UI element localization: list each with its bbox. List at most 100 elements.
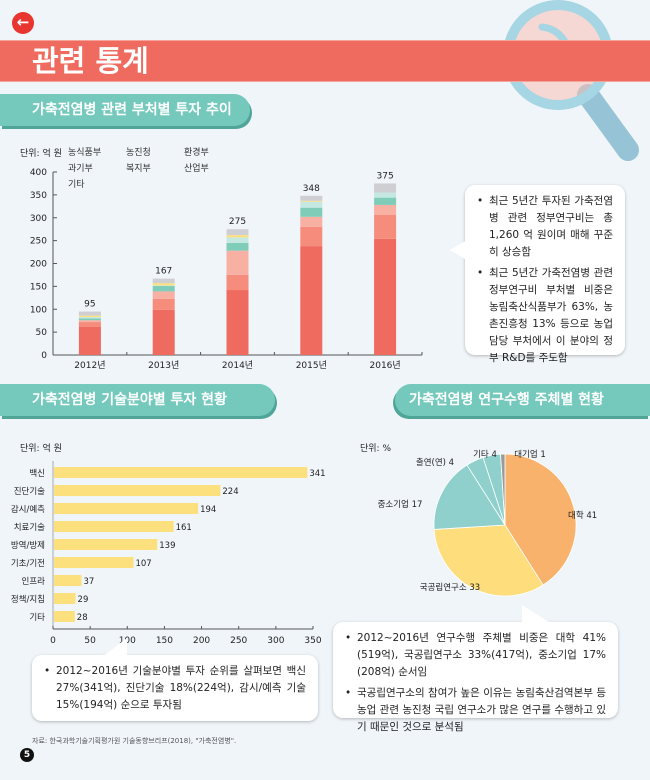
unit-label: 단위: % <box>360 444 392 454</box>
bar-segment-환경부 <box>78 320 101 323</box>
bar <box>54 485 221 496</box>
bar <box>54 539 158 550</box>
page-number: 5 <box>20 748 34 762</box>
x-tick-label: 2014년 <box>222 360 253 371</box>
value-label: 107 <box>135 559 151 569</box>
bar-segment-산업부 <box>226 235 249 238</box>
x-tick-label: 50 <box>84 636 96 645</box>
unit-label: 단위: 억 원 <box>20 444 62 454</box>
callout-pointer <box>450 240 467 260</box>
x-tick-label: 2016년 <box>370 360 401 371</box>
arrow-left-icon: ← <box>16 13 30 31</box>
bar-segment-산업부 <box>300 200 323 202</box>
value-label: 194 <box>200 505 216 515</box>
bar-segment-과기부 <box>374 197 397 205</box>
horizontal-bar-chart: 0 50 100 150 200 250 300 350 341 백신 224 진단기술 194 감시/예… <box>11 461 326 645</box>
x-tick-label: 0 <box>50 636 56 645</box>
bar-segment-기타 <box>374 183 397 193</box>
category-label: 정책/지침 <box>11 594 45 605</box>
bar-segment-복지부 <box>78 317 101 319</box>
back-button[interactable]: ← <box>12 12 34 34</box>
bar <box>54 467 308 478</box>
bar <box>54 575 82 586</box>
bar-segment-환경부 <box>152 291 175 299</box>
source-note: 자료: 한국과학기술기획평가원 기술동향브리프(2018), "가축전염병". <box>32 737 237 745</box>
bar-segment-복지부 <box>374 192 397 198</box>
bar <box>54 557 134 568</box>
total-label: 275 <box>229 217 246 227</box>
x-tick-label: 350 <box>304 636 321 645</box>
legend-item: 과기부 <box>68 161 116 174</box>
bar <box>54 503 199 514</box>
bar-segment-환경부 <box>300 216 323 227</box>
value-label: 161 <box>176 523 192 533</box>
legend-label: 산업부 <box>184 164 209 174</box>
magnifier-illustration <box>480 0 650 194</box>
bar-segment-농진청 <box>78 322 101 327</box>
category-label: 감시/예측 <box>11 504 45 515</box>
legend-item: 농식품부 <box>68 145 116 158</box>
bar-segment-기타 <box>152 278 175 284</box>
pie-slice <box>500 453 506 526</box>
total-label: 348 <box>303 184 320 194</box>
title-banner <box>0 40 650 82</box>
value-label: 37 <box>83 577 94 587</box>
category-label: 진단기술 <box>14 486 45 497</box>
legend-item: 기타 <box>68 177 116 190</box>
bar-segment-기타 <box>226 229 249 236</box>
section-tab-tech: 가축전염병 기술분야별 투자 현황 <box>0 384 275 416</box>
bar-segment-산업부 <box>78 315 101 318</box>
total-label: 167 <box>155 267 172 277</box>
legend-item: 농진청 <box>126 145 174 158</box>
callout-ministry: 최근 5년간 투자된 가축전염병 관련 정부연구비는 총 1,260 억 원이며… <box>465 185 625 364</box>
legend-label: 농진청 <box>126 148 151 158</box>
x-tick-label: 200 <box>193 636 210 645</box>
section-tab-ministry: 가축전염병 관련 부처별 투자 추이 <box>0 94 250 126</box>
category-label: 기초/기전 <box>11 558 45 569</box>
legend-item: 환경부 <box>184 145 232 158</box>
bar-segment-농진청 <box>374 215 397 239</box>
callout-bullet: 최근 5년간 가축전염병 관련 정부연구비 부처별 비중은 농림축산식품부가 6… <box>477 265 613 367</box>
x-tick-label: 100 <box>119 636 136 645</box>
category-label: 백신 <box>29 468 45 479</box>
category-label: 방역/방제 <box>11 540 45 551</box>
y-tick-label: 400 <box>30 168 47 178</box>
category-label: 인프라 <box>22 576 46 587</box>
bar-segment-농식품부 <box>78 326 101 355</box>
page-title: 관련 통계 <box>32 44 149 78</box>
callout-tech: 2012~2016년 기술분야별 투자 순위를 살펴보면 백신 27%(341억… <box>32 655 318 721</box>
bar-segment-환경부 <box>226 250 249 275</box>
bar-segment-과기부 <box>226 242 249 251</box>
legend-label: 환경부 <box>184 148 209 158</box>
section-tab-performer: 가축전염병 연구수행 주체별 현황 <box>395 384 650 416</box>
callout-bullet: 2012~2016년 기술분야별 투자 순위를 살펴보면 백신 27%(341억… <box>44 663 306 714</box>
x-tick-label: 250 <box>230 636 247 645</box>
bar-segment-과기부 <box>300 207 323 217</box>
bar <box>54 521 174 532</box>
legend-label: 기타 <box>68 180 85 190</box>
bar-segment-복지부 <box>226 237 249 243</box>
value-label: 28 <box>77 613 88 623</box>
slice-label: 대학 41 <box>568 510 597 521</box>
callout-pointer <box>522 605 552 624</box>
bar-segment-농식품부 <box>300 246 323 355</box>
callout-bullet: 국공립연구소의 참여가 높은 이유는 농림축산검역본부 등 농업 관련 농진청 … <box>345 685 606 736</box>
chart-legend: 농식품부 농진청 환경부 과기부 복지부 산업부 기타 <box>68 145 288 190</box>
value-label: 341 <box>309 469 325 479</box>
category-label: 치료기술 <box>14 523 45 533</box>
bar-segment-복지부 <box>300 201 323 208</box>
value-label: 139 <box>159 541 175 551</box>
bar-segment-농식품부 <box>226 290 249 355</box>
x-tick-label: 2013년 <box>148 360 179 371</box>
bar-segment-농진청 <box>300 226 323 247</box>
bar-segment-과기부 <box>152 285 175 292</box>
slice-label: 출연(연) 4 <box>416 457 454 468</box>
x-tick-label: 2015년 <box>296 360 327 371</box>
y-tick-label: 350 <box>30 191 47 201</box>
bar <box>54 593 76 604</box>
value-label: 224 <box>222 487 238 497</box>
x-tick-label: 300 <box>267 636 284 645</box>
y-tick-label: 150 <box>30 282 47 292</box>
callout-pointer <box>102 638 127 657</box>
slice-label: 대기업 1 <box>514 450 546 460</box>
